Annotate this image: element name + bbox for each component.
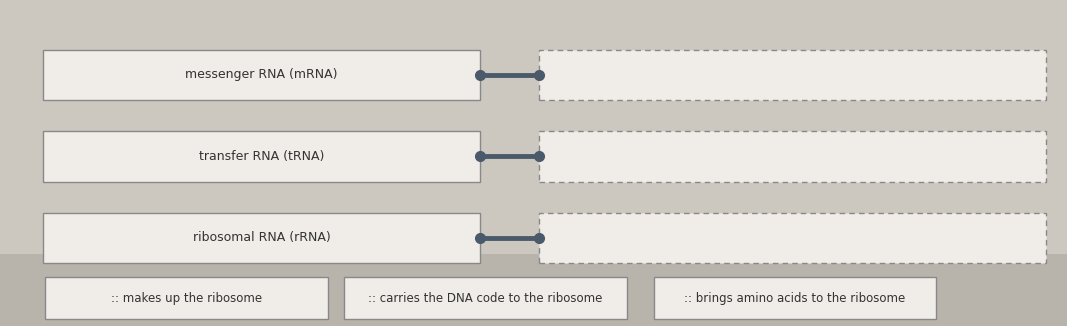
FancyBboxPatch shape xyxy=(0,254,1067,326)
Text: ribosomal RNA (rRNA): ribosomal RNA (rRNA) xyxy=(192,231,331,244)
Text: :: carries the DNA code to the ribosome: :: carries the DNA code to the ribosome xyxy=(368,292,603,305)
FancyBboxPatch shape xyxy=(43,50,480,100)
Text: messenger RNA (mRNA): messenger RNA (mRNA) xyxy=(186,68,337,82)
FancyBboxPatch shape xyxy=(539,131,1046,182)
FancyBboxPatch shape xyxy=(344,277,627,319)
FancyBboxPatch shape xyxy=(539,50,1046,100)
FancyBboxPatch shape xyxy=(43,213,480,263)
FancyBboxPatch shape xyxy=(45,277,329,319)
FancyBboxPatch shape xyxy=(43,131,480,182)
Text: :: makes up the ribosome: :: makes up the ribosome xyxy=(111,292,262,305)
FancyBboxPatch shape xyxy=(653,277,937,319)
Text: :: brings amino acids to the ribosome: :: brings amino acids to the ribosome xyxy=(684,292,906,305)
Text: transfer RNA (tRNA): transfer RNA (tRNA) xyxy=(198,150,324,163)
FancyBboxPatch shape xyxy=(539,213,1046,263)
